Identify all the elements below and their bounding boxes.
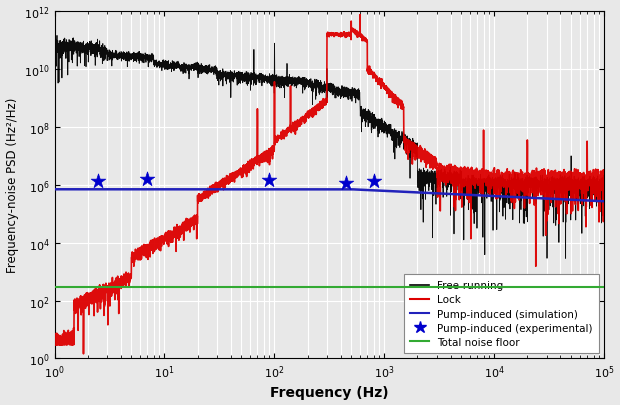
Point — [264, 177, 274, 183]
Point — [341, 180, 351, 186]
Point — [94, 179, 104, 185]
Point — [369, 178, 379, 184]
Y-axis label: Frequency-noise PSD (Hz²/Hz): Frequency-noise PSD (Hz²/Hz) — [6, 98, 19, 273]
X-axis label: Frequency (Hz): Frequency (Hz) — [270, 386, 389, 399]
Point — [143, 176, 153, 183]
Legend: Free-running, Lock, Pump-induced (simulation), Pump-induced (experimental), Tota: Free-running, Lock, Pump-induced (simula… — [404, 274, 599, 353]
